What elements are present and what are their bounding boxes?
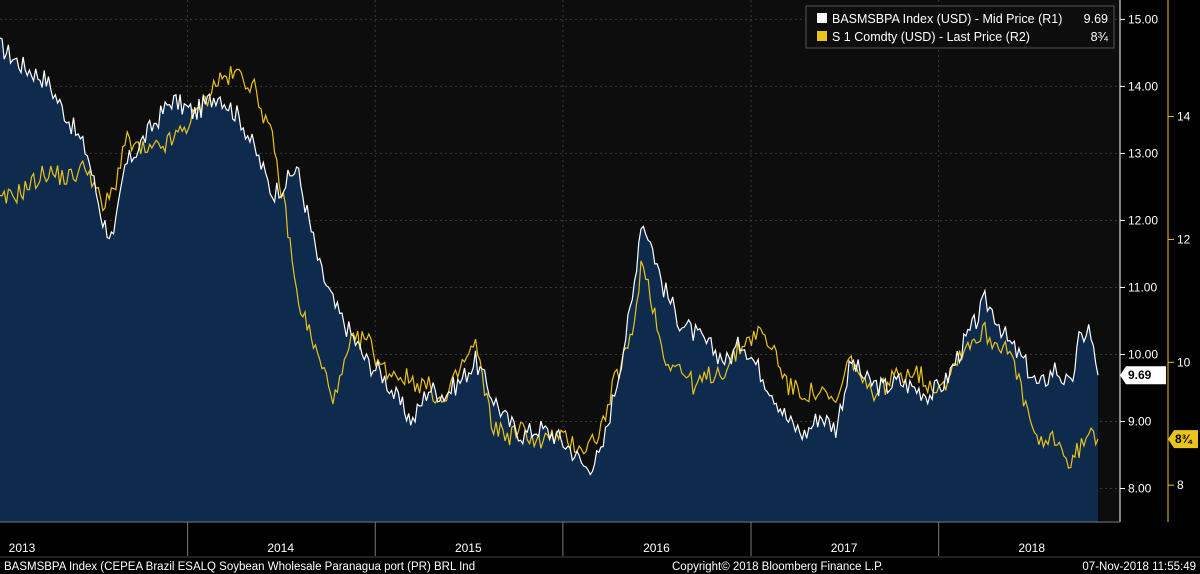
- series-r2-line: [0, 66, 1099, 469]
- legend-box: [805, 5, 1115, 49]
- r1-tick-label: 14.00: [1128, 79, 1158, 93]
- r1-tick-label: 13.00: [1128, 146, 1158, 160]
- r2-tick-label: 10: [1177, 355, 1191, 369]
- x-tick-label: 2018: [1018, 541, 1045, 555]
- last-value-tag-r1: [1120, 366, 1166, 385]
- legend-swatch-r1: [817, 13, 827, 23]
- r1-tick-label: 12.00: [1128, 213, 1158, 227]
- axis-r1: 8.00 9.00 10.00 11.00 12.00 13.00 14.00 15.00: [1120, 12, 1158, 495]
- legend-label-r1: BASMSBPA Index (USD) - Mid Price (R1): [832, 12, 1062, 26]
- series-layer: [0, 37, 1099, 523]
- x-tick-label: 2013: [9, 541, 36, 555]
- last-value-text-r1: 9.69: [1128, 368, 1152, 382]
- x-tick-label: 2016: [643, 541, 670, 555]
- series-r1-area: [0, 37, 1098, 523]
- r1-tick-label: 10.00: [1128, 347, 1158, 361]
- x-tick-label: 2017: [831, 541, 858, 555]
- r1-tick-label: 15.00: [1128, 12, 1158, 26]
- legend-swatch-r2: [817, 31, 827, 41]
- last-value-text-r2: 8¾: [1175, 432, 1193, 446]
- r1-tick-label: 8.00: [1128, 481, 1152, 495]
- legend-value-r1: 9.69: [1084, 12, 1108, 26]
- axis-r2: 8 10 12 14: [1168, 110, 1191, 492]
- r2-tick-label: 12: [1177, 232, 1191, 246]
- footer-copyright: Copyright© 2018 Bloomberg Finance L.P.: [672, 561, 884, 573]
- footer-timestamp: 07-Nov-2018 11:55:49: [1082, 561, 1196, 573]
- legend-value-r2: 8¾: [1091, 30, 1109, 44]
- r2-tick-label: 8: [1177, 478, 1184, 492]
- series-r1-line: [0, 37, 1099, 476]
- last-value-labels: 9.69 8¾: [1120, 366, 1198, 449]
- r1-tick-label: 11.00: [1128, 280, 1157, 294]
- r1-tick-label: 9.00: [1128, 414, 1152, 428]
- footer-description: BASMSBPA Index (CEPEA Brazil ESALQ Soybe…: [4, 561, 475, 573]
- x-tick-label: 2014: [267, 541, 294, 555]
- legend-label-r2: S 1 Comdty (USD) - Last Price (R2): [832, 30, 1030, 44]
- r2-tick-label: 14: [1177, 110, 1191, 124]
- last-value-tag-r2: [1168, 430, 1198, 449]
- x-axis: 2013 2014 2015 2016 2017 2018: [9, 522, 1045, 556]
- x-tick-label: 2015: [455, 541, 482, 555]
- legend: BASMSBPA Index (USD) - Mid Price (R1) 9.…: [805, 5, 1115, 49]
